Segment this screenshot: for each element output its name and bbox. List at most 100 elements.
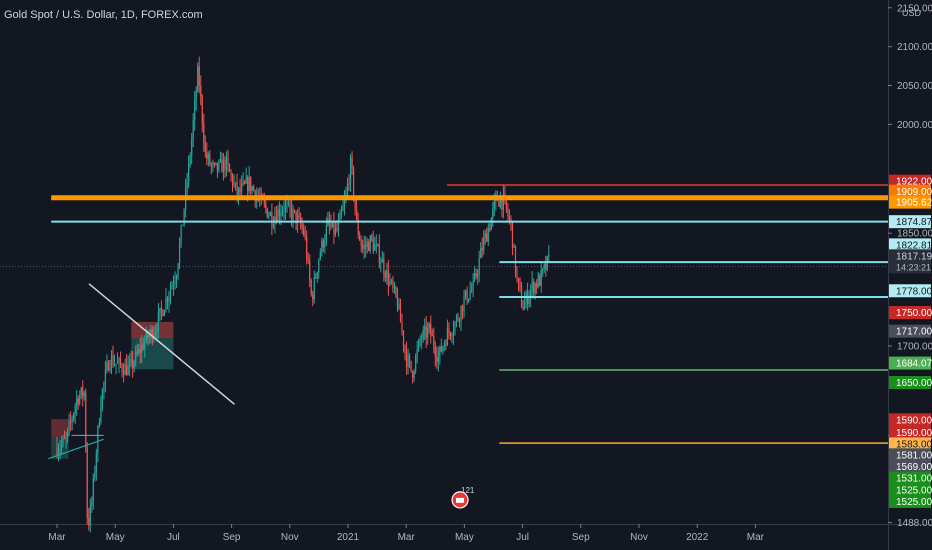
candle-body[interactable]: [127, 365, 129, 375]
candle-body[interactable]: [469, 291, 471, 299]
candle-body[interactable]: [487, 228, 489, 242]
candle-body[interactable]: [295, 211, 297, 224]
candle-body[interactable]: [224, 159, 226, 171]
candle-body[interactable]: [245, 177, 247, 184]
candle-body[interactable]: [242, 181, 244, 184]
candle-body[interactable]: [101, 389, 103, 407]
candle-body[interactable]: [281, 210, 284, 214]
candle-body[interactable]: [501, 199, 503, 210]
candle-body[interactable]: [513, 245, 515, 248]
candle-body[interactable]: [151, 328, 153, 340]
candle-body[interactable]: [280, 213, 282, 217]
price-label-badge[interactable]: [889, 494, 931, 508]
candle-body[interactable]: [399, 304, 402, 323]
candle-body[interactable]: [139, 348, 141, 353]
candle-body[interactable]: [380, 262, 382, 264]
candle-body[interactable]: [230, 171, 232, 176]
candle-body[interactable]: [306, 237, 308, 259]
candle-body[interactable]: [455, 317, 458, 323]
candle-body[interactable]: [517, 277, 520, 283]
candle-body[interactable]: [416, 348, 418, 357]
candle-body[interactable]: [374, 245, 376, 251]
candle-body[interactable]: [405, 351, 408, 367]
candle-body[interactable]: [356, 209, 358, 220]
candle-body[interactable]: [336, 228, 338, 231]
candle-body[interactable]: [237, 187, 240, 196]
candle-body[interactable]: [265, 203, 267, 209]
candle-body[interactable]: [95, 453, 97, 473]
candle-body[interactable]: [215, 162, 217, 165]
candle-body[interactable]: [483, 238, 485, 251]
candle-body[interactable]: [198, 66, 200, 86]
candle-body[interactable]: [366, 242, 368, 247]
candle-body[interactable]: [425, 326, 427, 338]
candle-body[interactable]: [493, 200, 495, 209]
candle-body[interactable]: [387, 270, 389, 285]
candle-body[interactable]: [71, 418, 73, 422]
candle-body[interactable]: [148, 335, 150, 339]
candle-body[interactable]: [365, 245, 367, 247]
candle-body[interactable]: [82, 387, 84, 397]
candle-body[interactable]: [404, 345, 406, 352]
candle-body[interactable]: [368, 242, 370, 251]
candle-body[interactable]: [150, 328, 152, 336]
candle-body[interactable]: [523, 301, 526, 310]
candle-body[interactable]: [359, 234, 361, 241]
candle-body[interactable]: [70, 421, 72, 423]
candle-body[interactable]: [247, 177, 249, 192]
candle-body[interactable]: [73, 413, 75, 419]
candle-body[interactable]: [534, 283, 536, 294]
candle-body[interactable]: [172, 284, 175, 286]
candle-body[interactable]: [418, 340, 420, 349]
candle-body[interactable]: [408, 355, 411, 361]
candle-body[interactable]: [348, 183, 350, 185]
candle-body[interactable]: [448, 328, 450, 333]
candle-body[interactable]: [519, 282, 521, 289]
candle-body[interactable]: [200, 85, 202, 97]
candle-body[interactable]: [138, 348, 140, 354]
candle-body[interactable]: [502, 193, 504, 210]
candle-body[interactable]: [98, 422, 100, 427]
candle-body[interactable]: [401, 322, 403, 331]
candle-body[interactable]: [451, 335, 453, 337]
candle-body[interactable]: [322, 240, 324, 248]
candle-body[interactable]: [442, 346, 444, 352]
price-label-badge[interactable]: [889, 306, 931, 320]
candle-body[interactable]: [430, 323, 432, 336]
candle-body[interactable]: [293, 209, 296, 212]
candle-body[interactable]: [109, 366, 111, 371]
candle-body[interactable]: [166, 297, 169, 303]
candle-body[interactable]: [396, 296, 399, 309]
candle-body[interactable]: [92, 477, 94, 502]
candle-body[interactable]: [499, 199, 501, 207]
candle-body[interactable]: [171, 285, 173, 289]
candle-body[interactable]: [461, 305, 464, 312]
candle-body[interactable]: [527, 292, 529, 304]
candle-body[interactable]: [130, 358, 132, 363]
candle-body[interactable]: [458, 319, 461, 321]
price-label-badge[interactable]: [889, 215, 931, 229]
candle-body[interactable]: [390, 280, 393, 282]
candle-body[interactable]: [486, 233, 488, 242]
candle-body[interactable]: [274, 216, 276, 225]
candle-body[interactable]: [467, 298, 470, 302]
candle-body[interactable]: [207, 154, 209, 159]
candle-body[interactable]: [363, 245, 365, 249]
price-label-badge[interactable]: [889, 425, 931, 439]
candle-body[interactable]: [333, 221, 335, 235]
candle-body[interactable]: [427, 328, 429, 338]
candle-body[interactable]: [157, 312, 159, 332]
candle-body[interactable]: [334, 228, 337, 235]
candle-body[interactable]: [290, 208, 293, 220]
candle-body[interactable]: [292, 209, 294, 220]
candle-body[interactable]: [66, 429, 69, 438]
candle-body[interactable]: [315, 277, 317, 279]
candle-body[interactable]: [325, 225, 327, 241]
candle-body[interactable]: [505, 198, 508, 209]
candle-body[interactable]: [303, 228, 305, 234]
price-label-badge[interactable]: [889, 238, 931, 252]
candle-body[interactable]: [340, 210, 343, 213]
candle-body[interactable]: [520, 288, 523, 308]
candle-body[interactable]: [216, 162, 218, 171]
